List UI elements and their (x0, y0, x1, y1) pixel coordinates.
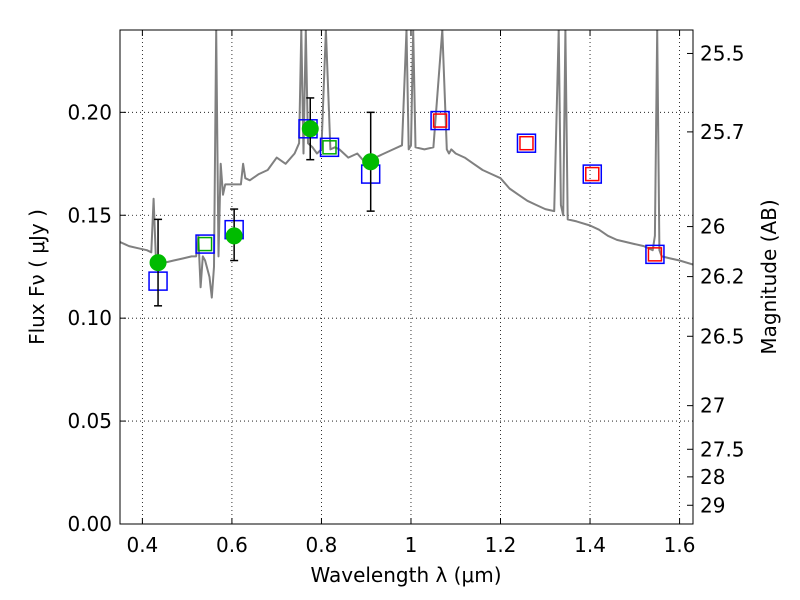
band-flux-square (432, 113, 448, 128)
band-flux-square (430, 110, 450, 131)
x-tick-label: 0.4 (126, 533, 158, 557)
x-tick-label: 1.6 (664, 533, 696, 557)
y-tick-label: 0.20 (67, 100, 112, 124)
right-tick-label: 29 (700, 493, 725, 517)
x-tick-label: 1 (405, 533, 418, 557)
right-tick-label: 27.5 (700, 437, 745, 461)
y-tick-label: 0.00 (67, 512, 112, 536)
photometry-point (362, 153, 380, 171)
ticks: 0.4 0.6 0.8 1 1.2 1.4 1.6 0.00 0.05 0.10 0.15 0.20 2… (67, 30, 745, 557)
right-tick-label: 28 (700, 465, 725, 489)
x-axis-label: Wavelength λ (μm) (310, 563, 501, 587)
x-tick-label: 0.8 (306, 533, 338, 557)
photometry-point (149, 254, 167, 272)
band-flux-square (322, 140, 337, 155)
right-tick-label: 26.5 (700, 324, 745, 348)
right-tick-label: 25.7 (700, 120, 745, 144)
band-flux-square (319, 137, 340, 158)
band-flux-square (197, 236, 213, 252)
band-flux-square (647, 247, 663, 262)
y-tick-label: 0.05 (67, 409, 112, 433)
y-axis-label: Flux Fν ( μJy ) (25, 209, 49, 345)
right-axis-label: Magnitude (AB) (757, 199, 781, 354)
right-tick-label: 27 (700, 394, 725, 418)
right-tick-label: 26.2 (700, 265, 745, 289)
band-flux-square (585, 166, 600, 182)
photometry-point (225, 227, 243, 245)
y-tick-label: 0.15 (67, 203, 112, 227)
band-flux-square (516, 133, 537, 153)
band-flux-square (519, 135, 534, 151)
band-flux-square (645, 244, 665, 265)
right-tick-label: 26 (700, 215, 725, 239)
spectrum-line (120, 30, 693, 299)
band-flux-square (195, 234, 215, 254)
y-tick-label: 0.10 (67, 306, 112, 330)
photometry-point (301, 120, 319, 138)
x-tick-label: 1.2 (485, 533, 517, 557)
right-tick-label: 25.5 (700, 41, 745, 65)
x-tick-label: 0.6 (216, 533, 248, 557)
x-tick-label: 1.4 (574, 533, 606, 557)
band-flux-square (582, 164, 603, 184)
data-layer (120, 30, 693, 307)
